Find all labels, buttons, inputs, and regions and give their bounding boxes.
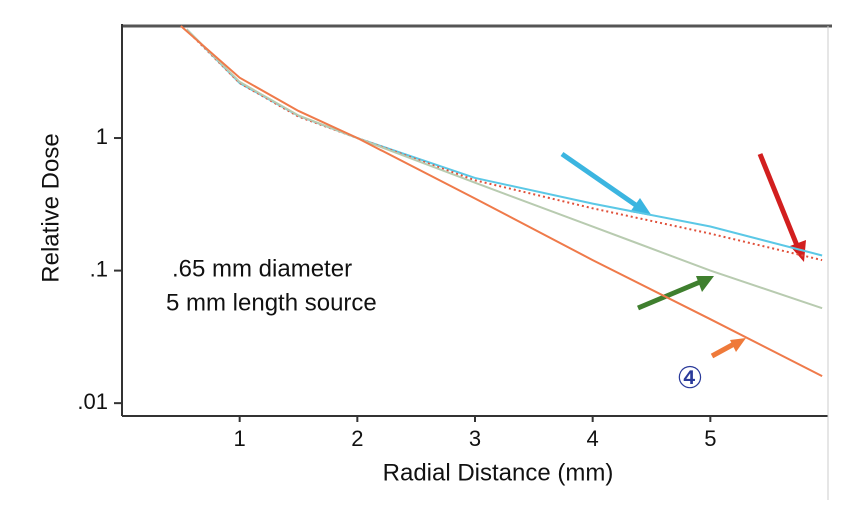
series-line: [186, 29, 823, 262]
x-axis-label: Radial Distance (mm): [383, 459, 614, 486]
series-line: [180, 25, 823, 377]
y-tick-label: .1: [90, 256, 108, 281]
y-tick-label: .01: [77, 389, 108, 414]
x-tick-label: 3: [469, 426, 481, 451]
arrow: [757, 153, 801, 249]
series-line: [186, 28, 823, 257]
x-tick-label: 2: [351, 426, 363, 451]
arrow: [560, 151, 642, 211]
x-tick-label: 5: [704, 426, 716, 451]
arrow-head: [696, 276, 714, 292]
arrow-head: [790, 240, 806, 262]
x-tick-label: 4: [587, 426, 599, 451]
y-axis-label: Relative Dose: [37, 133, 64, 282]
series-line: [186, 28, 823, 310]
arrows: [560, 151, 806, 359]
arrow: [637, 279, 701, 311]
y-tick-label: 1: [96, 124, 108, 149]
annotation: 5 mm length source: [166, 289, 377, 316]
arrow-head: [730, 338, 746, 352]
arrow: [710, 341, 736, 359]
annotation: .65 mm diameter: [172, 255, 352, 282]
x-tick-label: 1: [234, 426, 246, 451]
annotation: ④: [677, 362, 704, 395]
